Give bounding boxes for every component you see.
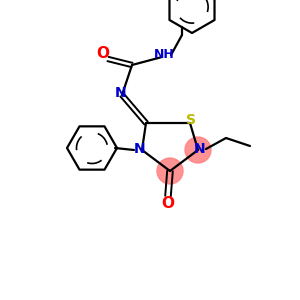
Text: O: O	[97, 46, 110, 62]
Circle shape	[185, 137, 211, 163]
Text: N: N	[194, 142, 206, 156]
Text: O: O	[161, 196, 175, 211]
Text: N: N	[134, 142, 146, 156]
Text: S: S	[186, 113, 196, 127]
Circle shape	[157, 158, 183, 184]
Text: N: N	[115, 86, 127, 100]
Text: NH: NH	[154, 49, 174, 62]
